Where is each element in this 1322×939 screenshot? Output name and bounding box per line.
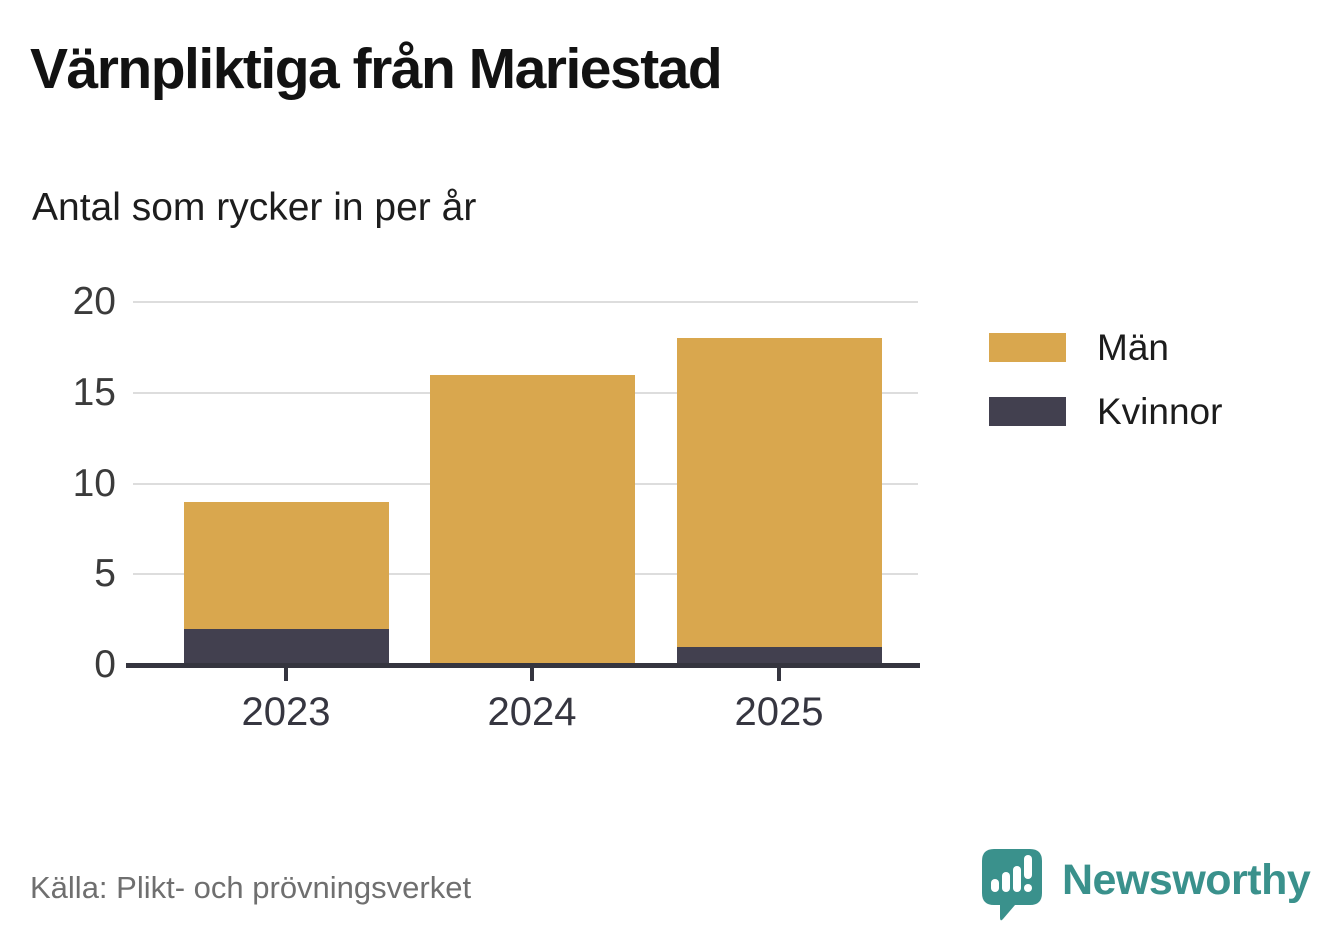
logo-bar-2 <box>1002 872 1010 892</box>
legend-label-Kvinnor: Kvinnor <box>1097 391 1223 432</box>
x-tick-label-2024: 2024 <box>487 690 577 734</box>
bar-segment-2023-Män <box>183 501 389 629</box>
y-tick-label-0: 0 <box>94 643 116 686</box>
bar-2023 <box>183 501 389 665</box>
logo-exclamation-dot <box>1024 884 1032 892</box>
x-tick-label-2025: 2025 <box>734 690 824 734</box>
y-tick-label-10: 10 <box>72 461 116 505</box>
plot-area: 0 5 10 15 20 2023 2024 2025 <box>73 282 920 734</box>
legend-item-Män: Män <box>989 329 1222 366</box>
bar-2025 <box>676 338 882 665</box>
newsworthy-logo: Newsworthy <box>981 848 1311 924</box>
chart-title: Värnpliktiga från Mariestad <box>30 37 723 101</box>
source-note: Källa: Plikt- och prövningsverket <box>30 870 472 905</box>
legend-item-Kvinnor: Kvinnor <box>989 393 1222 430</box>
bar-2024 <box>429 374 635 665</box>
x-tick-2023 <box>284 667 288 681</box>
y-tick-label-15: 15 <box>72 370 116 414</box>
legend-label-Män: Män <box>1097 327 1169 368</box>
newsworthy-logo-icon <box>982 849 1042 921</box>
x-tick-2024 <box>530 667 534 681</box>
bar-segment-2025-Kvinnor <box>676 646 882 665</box>
x-axis-line <box>126 663 920 668</box>
legend: Män Kvinnor <box>989 329 1222 457</box>
bar-segment-2024-Män <box>429 374 635 665</box>
x-tick-2025 <box>777 667 781 681</box>
newsworthy-logo-text: Newsworthy <box>1062 856 1311 904</box>
x-tick-label-2023: 2023 <box>241 690 331 734</box>
y-tick-label-5: 5 <box>94 552 116 596</box>
bar-segment-2025-Män <box>676 338 882 647</box>
legend-swatch-Kvinnor <box>989 397 1066 426</box>
logo-bar-3 <box>1013 866 1021 892</box>
logo-exclamation-bar <box>1024 855 1032 879</box>
gridline-20 <box>133 301 918 303</box>
logo-bar-1 <box>991 879 999 892</box>
bar-segment-2023-Kvinnor <box>183 628 389 665</box>
chart-subtitle: Antal som rycker in per år <box>32 186 477 229</box>
y-tick-label-20: 20 <box>72 280 116 323</box>
legend-swatch-Män <box>989 333 1066 362</box>
